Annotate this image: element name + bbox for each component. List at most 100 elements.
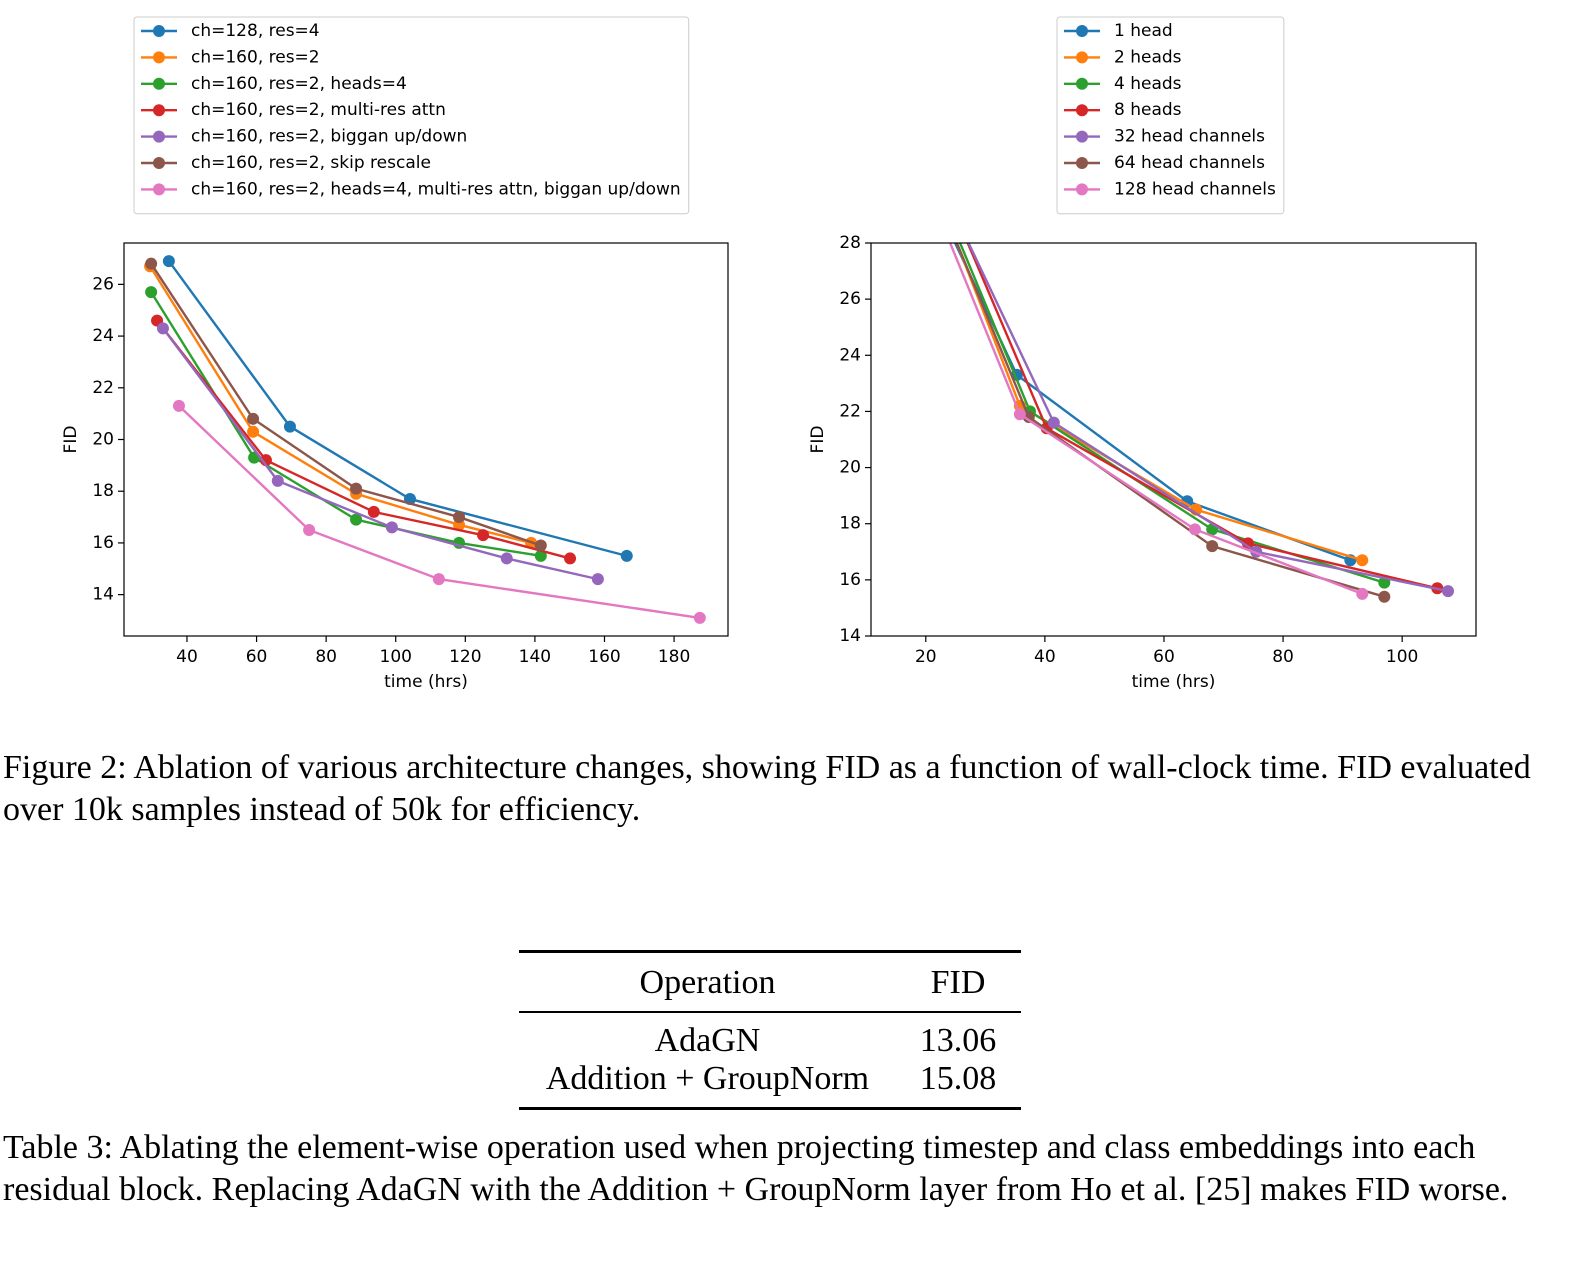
y-axis-label: FID <box>61 426 81 454</box>
legend-swatch-marker <box>1076 77 1088 90</box>
legend-swatch-marker <box>153 130 165 143</box>
legend-label: 128 head channels <box>1114 179 1276 199</box>
y-tick-label: 22 <box>839 401 861 421</box>
data-point <box>477 529 490 542</box>
y-tick-label: 18 <box>92 481 114 501</box>
legend-box <box>1056 16 1285 215</box>
data-point <box>887 97 899 109</box>
data-point <box>1188 523 1201 536</box>
data-point <box>1181 495 1194 508</box>
data-point <box>247 412 260 425</box>
table-mid-rule <box>519 1011 1021 1013</box>
legend-label: ch=160, res=2, multi-res attn <box>191 100 446 120</box>
legend-label: 1 head <box>1114 21 1173 41</box>
series-line <box>967 243 1449 593</box>
series-line <box>156 319 571 560</box>
legend-label: ch=128, res=4 <box>191 21 320 41</box>
legend-label: ch=160, res=2, heads=4, multi-res attn, … <box>191 179 681 199</box>
data-point <box>432 573 445 586</box>
legend-label: 64 head channels <box>1114 153 1265 173</box>
series-line <box>966 243 1438 590</box>
x-tick-label: 140 <box>519 647 551 667</box>
data-point <box>890 80 902 92</box>
x-tick-label: 80 <box>1272 647 1294 667</box>
legend-swatch-marker <box>1076 104 1088 117</box>
y-tick-label: 28 <box>839 233 861 253</box>
data-point <box>591 573 604 586</box>
x-tick-label: 100 <box>380 647 412 667</box>
y-tick-label: 22 <box>92 378 114 398</box>
data-point <box>283 420 296 433</box>
table-cell: 13.06 <box>919 1022 997 1059</box>
table-header: FID <box>930 964 986 1001</box>
series-line <box>178 405 700 620</box>
legend-swatch-marker <box>1076 157 1088 169</box>
data-point <box>1356 587 1369 600</box>
data-point <box>350 513 363 526</box>
data-point <box>156 322 169 335</box>
data-point <box>500 552 513 565</box>
data-point <box>890 111 902 123</box>
x-tick-label: 180 <box>658 647 690 667</box>
data-point <box>1047 416 1060 429</box>
y-tick-label: 24 <box>839 345 861 365</box>
data-point <box>896 97 908 109</box>
legend-label: 32 head channels <box>1114 127 1265 147</box>
legend-label: 2 heads <box>1114 47 1182 67</box>
data-point <box>1378 590 1391 603</box>
y-tick-label: 26 <box>92 274 114 294</box>
data-point <box>534 549 547 562</box>
data-point <box>350 482 363 495</box>
table-cell: 15.08 <box>919 1060 997 1097</box>
legend-swatch-marker <box>153 77 165 90</box>
series-line <box>948 243 1363 596</box>
series-line <box>167 260 628 558</box>
table-header: Operation <box>639 964 776 1001</box>
data-point <box>162 255 175 268</box>
x-tick-label: 160 <box>588 647 620 667</box>
series-line <box>150 263 542 547</box>
table-caption: Table 3: Ablating the element-wise opera… <box>3 1129 1509 1208</box>
legend-box <box>133 16 690 215</box>
legend-swatch-marker <box>153 104 165 117</box>
y-tick-label: 18 <box>839 514 861 534</box>
data-point <box>693 611 706 624</box>
legend-label: ch=160, res=2, biggan up/down <box>191 127 467 147</box>
legend-label: ch=160, res=2, skip rescale <box>191 153 431 173</box>
legend-swatch-marker <box>1076 183 1088 196</box>
table-bottom-rule <box>519 1107 1021 1110</box>
x-tick-label: 60 <box>246 647 268 667</box>
y-axis-label: FID <box>808 426 828 454</box>
legend-label: 4 heads <box>1114 74 1182 94</box>
x-tick-label: 120 <box>449 647 481 667</box>
y-tick-label: 24 <box>92 326 114 346</box>
x-tick-label: 60 <box>1153 647 1175 667</box>
y-tick-label: 14 <box>839 626 861 646</box>
table-cell: Addition + GroupNorm <box>545 1060 870 1097</box>
legend-swatch-marker <box>153 25 165 37</box>
data-point <box>1013 408 1026 421</box>
legend-label: ch=160, res=2 <box>191 47 320 67</box>
legend-swatch-marker <box>1076 130 1088 143</box>
legend-label: 8 heads <box>1114 100 1182 120</box>
data-point <box>385 521 398 534</box>
data-point <box>890 83 902 95</box>
data-point <box>247 425 260 438</box>
x-tick-label: 100 <box>1386 647 1418 667</box>
x-tick-label: 40 <box>176 647 198 667</box>
legend-swatch-marker <box>1076 51 1088 64</box>
y-tick-label: 20 <box>839 458 861 478</box>
data-point <box>172 399 185 412</box>
data-point <box>1442 585 1455 598</box>
plot-frame <box>123 242 729 637</box>
legend-swatch-marker <box>153 183 165 196</box>
x-tick-label: 80 <box>315 647 337 667</box>
data-point <box>534 539 547 552</box>
data-point <box>303 523 316 536</box>
data-point <box>620 549 633 562</box>
data-point <box>887 83 899 95</box>
data-point <box>453 511 466 524</box>
data-point <box>1241 537 1254 550</box>
x-axis-label: time (hrs) <box>1132 672 1216 692</box>
